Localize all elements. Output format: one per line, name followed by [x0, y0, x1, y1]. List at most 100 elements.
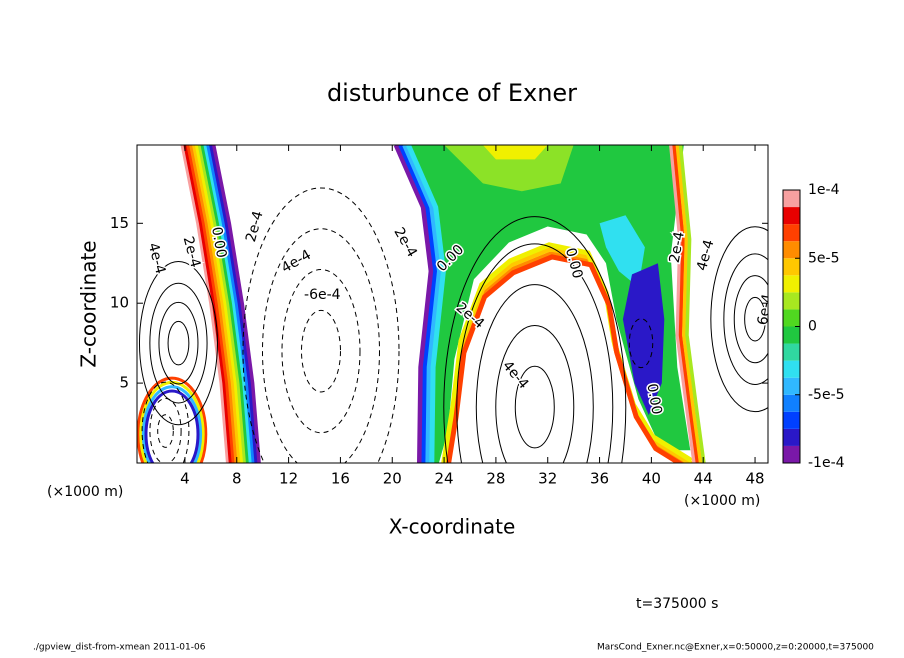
- contour-fill: [402, 145, 443, 463]
- x-tick-label: 36: [590, 470, 609, 488]
- contour-fill: [444, 145, 574, 192]
- contour-fill: [141, 385, 203, 463]
- colorbar-segment: [783, 190, 800, 208]
- contour-label: -6e-4: [304, 287, 341, 303]
- x-tick-label: 48: [745, 470, 764, 488]
- contour-line: [443, 216, 627, 463]
- contour-fill: [482, 145, 548, 160]
- contour-fill: [209, 145, 258, 463]
- contour-line: [262, 228, 380, 463]
- y-tick-label: 10: [110, 294, 129, 312]
- contour-fill: [599, 215, 645, 288]
- colorbar-tick-label: -5e-5: [808, 387, 845, 403]
- contour-line: [242, 187, 400, 463]
- colorbar-segment: [783, 377, 800, 395]
- contour-fill: [186, 145, 236, 463]
- colorbar-segment: [783, 275, 800, 293]
- plot-frame: [136, 144, 769, 464]
- contour-fill: [446, 254, 684, 463]
- x-tick-label: 28: [486, 470, 505, 488]
- contour-fill: [197, 145, 247, 463]
- contour-label: 2e-4: [390, 225, 420, 260]
- chart-title: disturbunce of Exner: [327, 79, 577, 107]
- colorbar-segment: [783, 394, 800, 412]
- y-axis-label: Z-coordinate: [77, 240, 101, 367]
- time-label: t=375000 s: [636, 596, 718, 612]
- contour-line: [167, 320, 190, 366]
- x-tick-label: 4: [180, 470, 190, 488]
- contour-line: [744, 296, 766, 342]
- colorbar-tick-label: -1e-4: [808, 455, 845, 471]
- contour-label: 4e-4: [499, 358, 532, 392]
- footer: MarsCond_Exner.nc@Exner,x=0:50000,z=0:20…: [597, 643, 874, 653]
- contour-fill: [189, 145, 238, 463]
- contour-fill: [398, 145, 439, 463]
- colorbar-segment: [783, 343, 800, 361]
- contour-line: [138, 261, 218, 426]
- x-tick-label: 12: [279, 470, 298, 488]
- y-tick-label: 5: [119, 374, 129, 392]
- contour-fill: [672, 145, 700, 463]
- x-tick-label: 40: [642, 470, 661, 488]
- contour-fill: [675, 145, 703, 463]
- x-tick-label: 32: [538, 470, 557, 488]
- colorbar-segment: [783, 411, 800, 429]
- colorbar-segment: [783, 428, 800, 446]
- contour-label: 4e-4: [694, 238, 718, 273]
- contour-fill: [211, 145, 261, 463]
- colorbar-tick-label: 1e-4: [808, 182, 840, 198]
- contour-line: [475, 284, 594, 463]
- contour-line: [723, 253, 768, 385]
- contour-line: [300, 309, 341, 393]
- contour-line: [514, 365, 555, 449]
- contour-fill: [192, 145, 241, 463]
- contour-fill: [622, 263, 665, 416]
- x-tick-label: 20: [383, 470, 402, 488]
- colorbar-tick-label: 0: [808, 319, 817, 335]
- contour-fill: [144, 389, 200, 463]
- x-tick-label: 8: [232, 470, 242, 488]
- contour-line: [628, 318, 654, 369]
- colorbar-segment: [783, 326, 800, 344]
- contour-fill: [203, 145, 253, 463]
- colorbar-segment: [783, 360, 800, 378]
- contour-fill: [669, 145, 696, 463]
- contour-line: [149, 397, 182, 463]
- contour-line: [281, 269, 361, 434]
- contour-fill: [137, 376, 208, 463]
- contour-line: [157, 414, 174, 448]
- x-tick-label: 16: [331, 470, 350, 488]
- contour-line: [495, 324, 575, 463]
- contour-label: 4e-4: [279, 247, 314, 277]
- colorbar-segment: [783, 292, 800, 310]
- colorbar-segment: [783, 241, 800, 259]
- contour-fill: [678, 145, 706, 463]
- contour-fill: [194, 145, 244, 463]
- contour-label: 2e-4: [243, 209, 267, 244]
- x-tick-label: 44: [694, 470, 713, 488]
- contour-line: [141, 381, 190, 463]
- contour-line: [733, 275, 768, 364]
- contour-line: [710, 226, 768, 413]
- x-axis-label: X-coordinate: [389, 515, 516, 539]
- colorbar-tick-label: 5e-5: [808, 250, 839, 266]
- contour-label: 4e-4: [145, 241, 169, 276]
- footer: ./gpview_dist-from-xmean 2011-01-06: [33, 643, 206, 653]
- y-tick-label: 15: [110, 214, 129, 232]
- contour-fill: [206, 145, 256, 463]
- x-tick-label: 24: [435, 470, 454, 488]
- contour-fill: [180, 145, 230, 463]
- colorbar-segment: [783, 207, 800, 225]
- contour-fill: [183, 145, 233, 463]
- colorbar-segment: [783, 445, 800, 463]
- colorbar-segment: [783, 258, 800, 276]
- contour-fill: [393, 145, 434, 463]
- colorbar-segment: [783, 309, 800, 327]
- colorbar-segment: [783, 224, 800, 242]
- x-unit: (×1000 m): [47, 484, 123, 500]
- contour-fill: [139, 380, 205, 463]
- contour-line: [456, 243, 614, 463]
- contour-fill: [200, 145, 250, 463]
- plot-area: 4e-4 2e-4 0.00 2e-44e-4-6e-42e-4 0.002e-44e-…: [137, 145, 768, 463]
